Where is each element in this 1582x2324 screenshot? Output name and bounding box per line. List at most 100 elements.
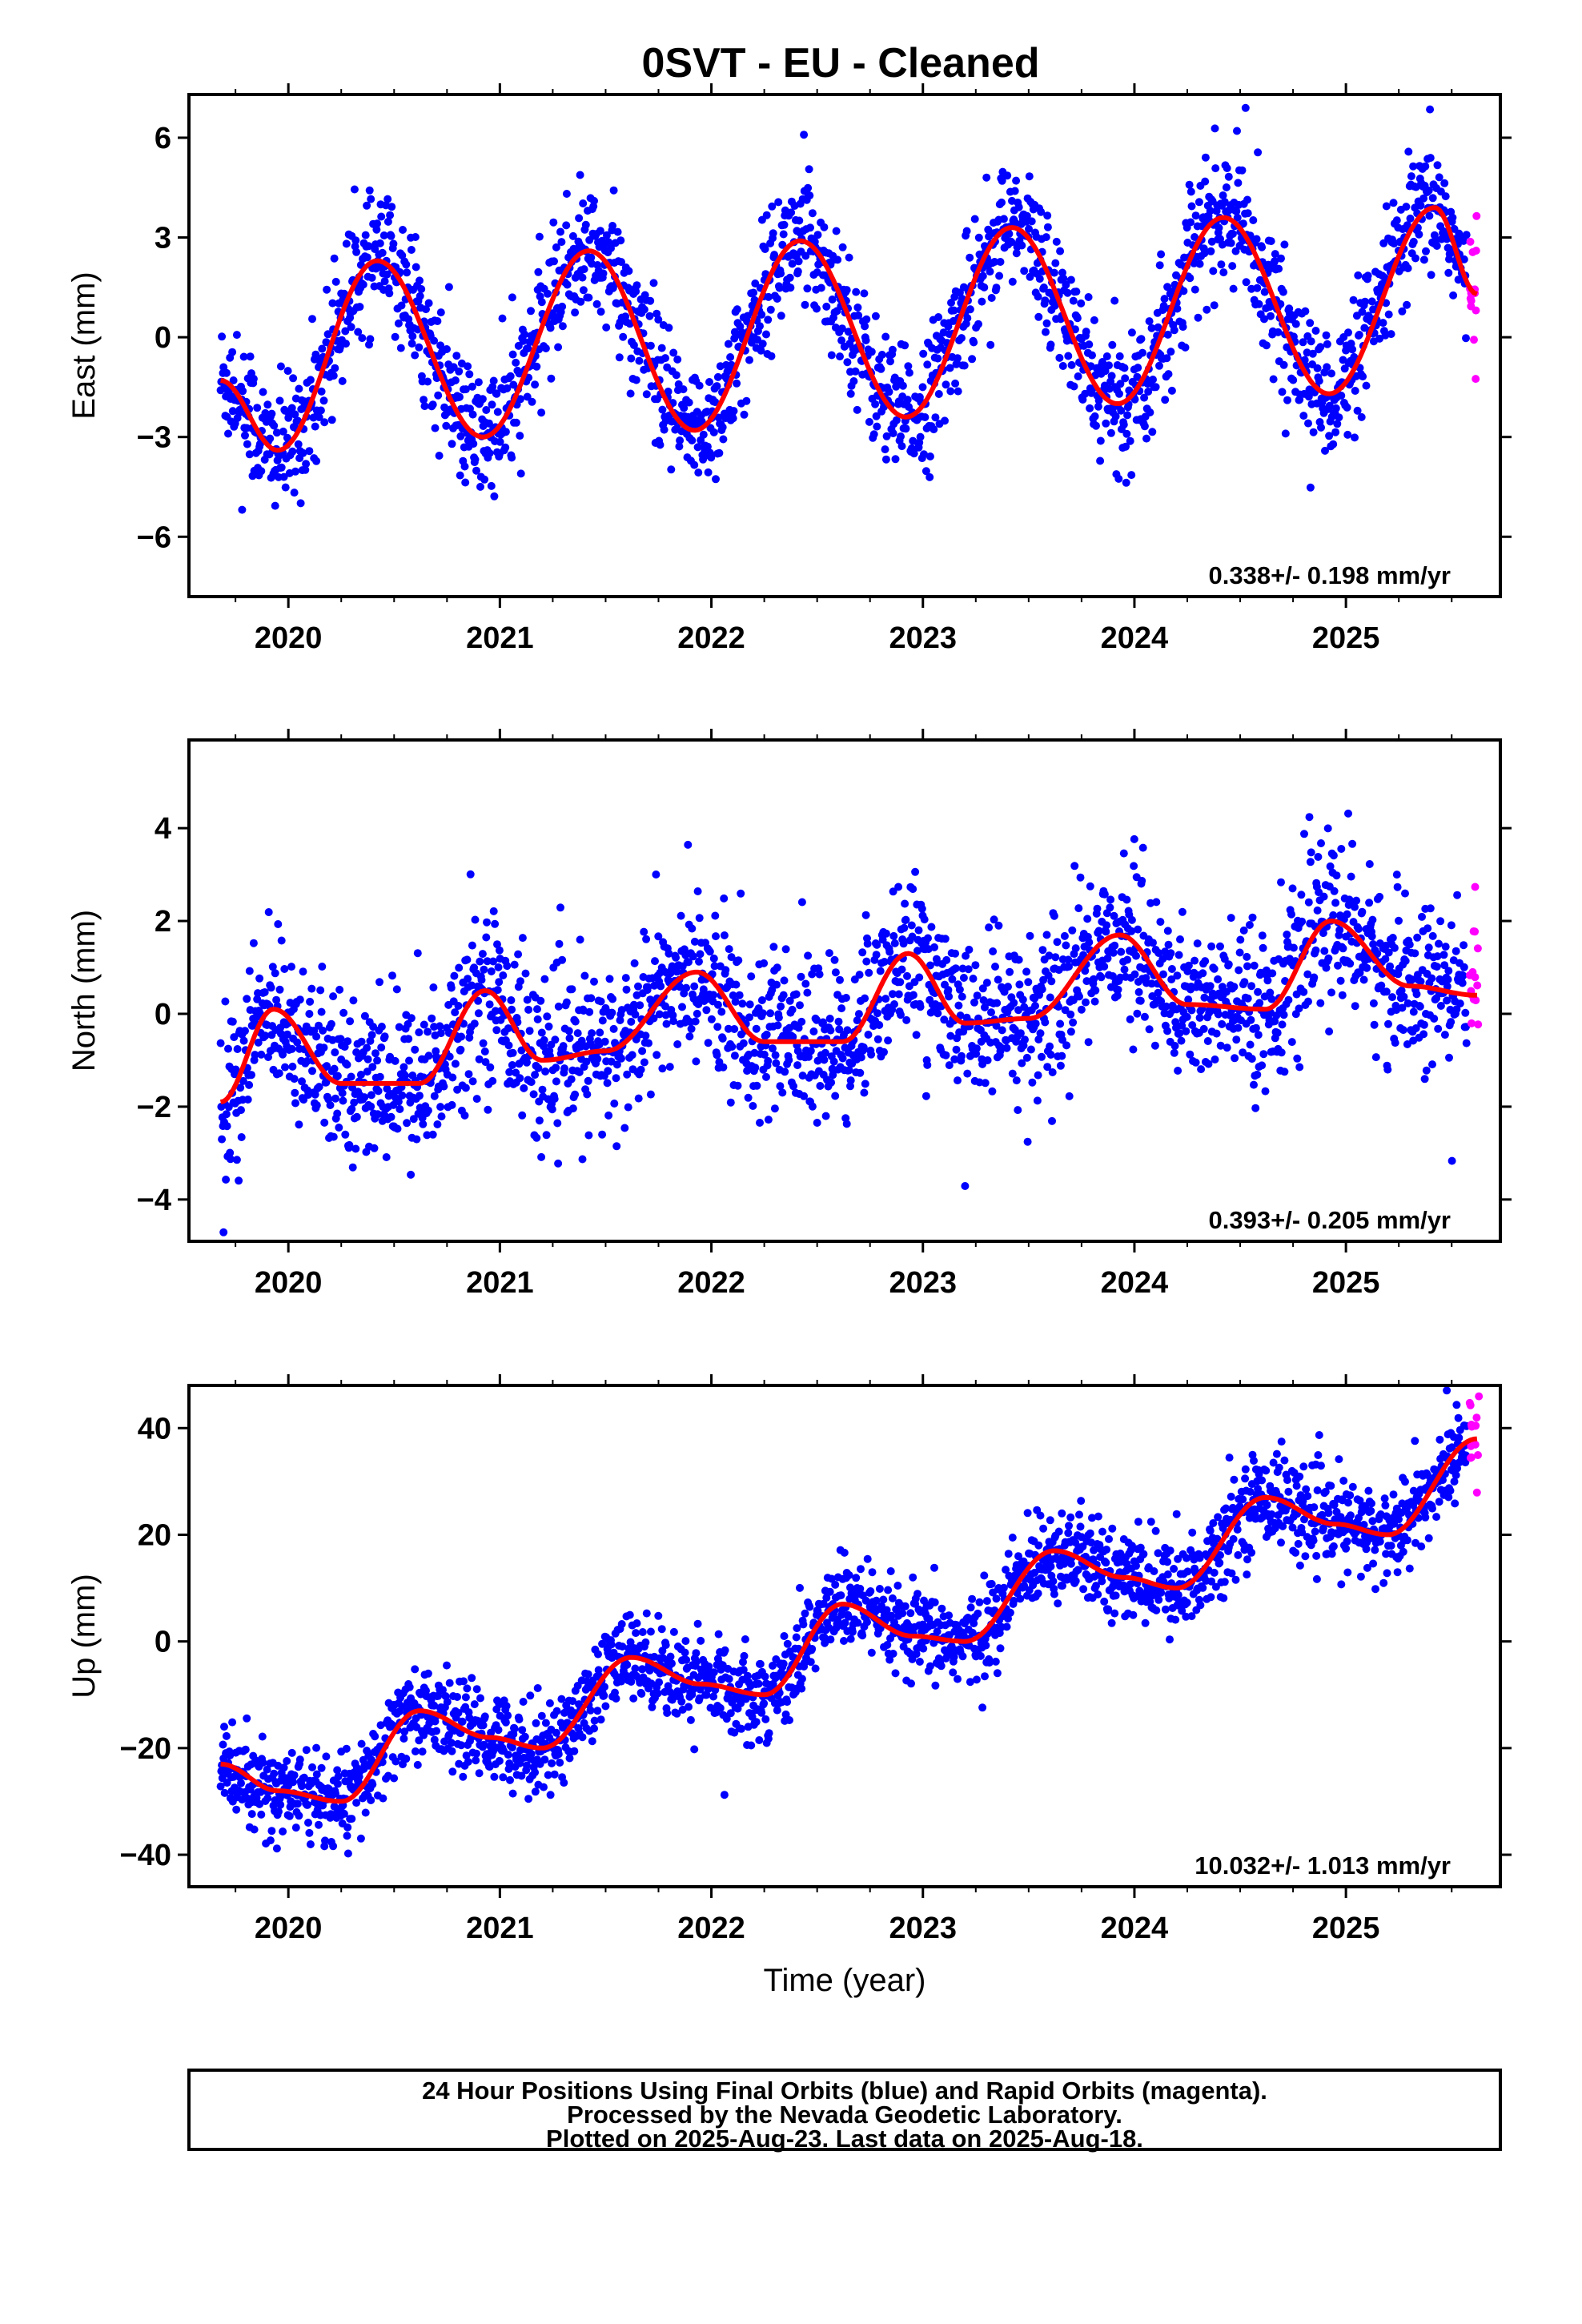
north-final-point: [993, 999, 1002, 1007]
east-final-point: [958, 334, 966, 343]
north-final-point: [495, 946, 504, 955]
east-final-point: [646, 296, 655, 305]
east-ytick-label: 3: [155, 222, 171, 255]
up-final-point: [243, 1714, 251, 1723]
north-final-point: [888, 990, 897, 999]
east-xtick-label: 2025: [1312, 621, 1380, 655]
north-final-point: [1420, 1075, 1429, 1084]
north-final-point: [492, 1026, 501, 1035]
north-final-point: [734, 956, 743, 965]
east-final-point: [468, 382, 476, 391]
east-final-point: [1163, 283, 1172, 292]
north-final-point: [295, 1120, 303, 1129]
north-xtick-label: 2020: [255, 1266, 323, 1300]
north-final-point: [1323, 824, 1332, 833]
east-final-point: [1415, 230, 1423, 239]
north-final-point: [616, 1016, 624, 1024]
north-final-point: [1167, 975, 1176, 983]
east-final-point: [1121, 374, 1130, 383]
east-final-point: [1014, 203, 1023, 211]
north-final-point: [1304, 898, 1313, 907]
east-final-point: [556, 227, 564, 236]
north-final-point: [1407, 975, 1416, 984]
north-final-point: [1064, 955, 1073, 964]
east-final-point: [931, 413, 940, 422]
north-final-point: [544, 1022, 553, 1031]
east-final-point: [436, 341, 445, 350]
east-final-point: [1085, 340, 1094, 349]
east-final-point: [661, 354, 669, 363]
north-final-point: [894, 990, 903, 999]
north-final-point: [1384, 948, 1393, 957]
north-final-point: [768, 986, 777, 995]
east-final-point: [417, 285, 426, 293]
east-final-point: [1037, 207, 1046, 216]
up-final-point: [329, 1842, 338, 1851]
east-final-point: [424, 377, 432, 386]
north-final-point: [1191, 956, 1199, 965]
east-final-point: [424, 299, 433, 308]
east-final-point: [808, 209, 817, 218]
north-rapid-point: [1472, 996, 1480, 1005]
east-final-point: [998, 176, 1006, 185]
north-final-point: [1435, 939, 1443, 948]
north-final-point: [370, 1144, 379, 1152]
north-rapid-point: [1473, 944, 1482, 953]
east-final-point: [257, 467, 266, 476]
north-final-point: [1363, 963, 1371, 972]
east-final-point: [576, 297, 585, 306]
north-final-point: [245, 967, 254, 975]
north-final-point: [562, 998, 571, 1007]
east-final-point: [541, 344, 550, 352]
east-final-point: [822, 302, 831, 311]
east-rapid-point: [1466, 237, 1475, 246]
east-final-point: [954, 354, 962, 363]
east-final-point: [1275, 264, 1283, 273]
east-rapid-point: [1472, 306, 1480, 315]
north-final-point: [382, 1153, 391, 1161]
north-final-point: [1339, 944, 1347, 953]
north-final-point: [1239, 1048, 1247, 1057]
up-final-point: [504, 1711, 512, 1720]
east-final-point: [1102, 419, 1110, 428]
north-final-point: [1329, 851, 1338, 860]
east-final-point: [520, 330, 529, 339]
north-final-point: [1066, 1010, 1075, 1019]
east-final-point: [1201, 153, 1210, 162]
north-final-point: [1191, 1058, 1200, 1067]
north-final-point: [1114, 985, 1122, 994]
east-final-point: [897, 432, 905, 440]
east-final-point: [1206, 207, 1215, 215]
east-final-point: [1052, 237, 1061, 246]
east-final-point: [1092, 421, 1100, 430]
north-final-point: [416, 1092, 424, 1100]
north-final-point: [797, 898, 806, 907]
north-final-point: [474, 996, 483, 1005]
north-final-point: [333, 1072, 342, 1080]
east-final-point: [757, 310, 766, 319]
north-final-point: [1403, 1040, 1411, 1048]
north-final-point: [480, 965, 488, 974]
north-final-point: [448, 1073, 457, 1082]
north-final-point: [988, 1087, 997, 1096]
east-final-point: [1073, 314, 1082, 323]
north-final-point: [733, 1081, 742, 1090]
north-final-point: [673, 1040, 682, 1048]
north-final-point: [339, 1096, 347, 1105]
north-final-point: [391, 1056, 400, 1065]
north-final-point: [712, 932, 720, 941]
east-final-point: [516, 432, 524, 440]
east-final-point: [527, 307, 535, 316]
north-final-point: [1327, 988, 1335, 997]
east-final-point: [380, 277, 389, 286]
north-final-point: [1250, 1080, 1258, 1089]
north-final-point: [610, 1100, 619, 1108]
up-final-point: [257, 1810, 266, 1819]
north-final-point: [1298, 917, 1307, 926]
north-final-point: [636, 1001, 644, 1010]
north-final-point: [890, 1000, 898, 1008]
north-final-point: [345, 1140, 354, 1149]
east-final-point: [1343, 403, 1351, 412]
north-final-point: [1024, 978, 1033, 987]
